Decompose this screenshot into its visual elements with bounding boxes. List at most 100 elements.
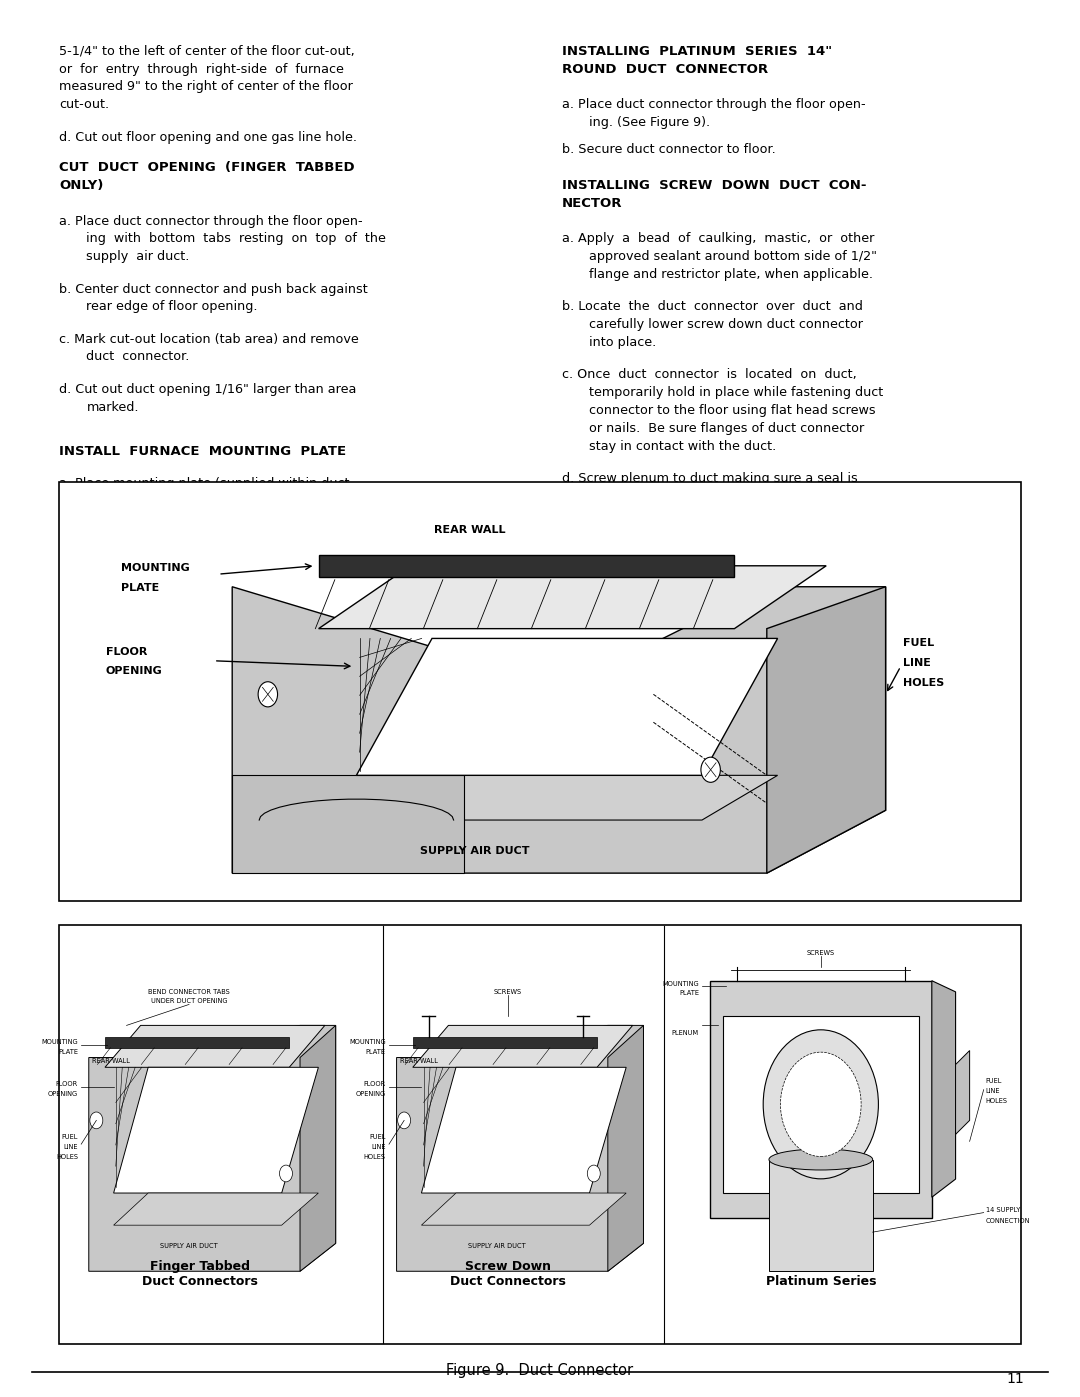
Polygon shape: [232, 775, 464, 873]
Text: connector) at rear of the floor opening (See: connector) at rear of the floor opening …: [86, 496, 366, 509]
Text: Figure 9).: Figure 9).: [86, 513, 147, 527]
Text: SUPPLY AIR DUCT: SUPPLY AIR DUCT: [420, 847, 530, 856]
Text: d. Cut out duct opening 1/16" larger than area: d. Cut out duct opening 1/16" larger tha…: [59, 383, 356, 395]
Polygon shape: [421, 1067, 626, 1193]
Text: ing  with  bottom  tabs  resting  on  top  of  the: ing with bottom tabs resting on top of t…: [86, 232, 387, 246]
Text: Finger Tabbed
Duct Connectors: Finger Tabbed Duct Connectors: [141, 1260, 258, 1288]
Text: PLATE: PLATE: [679, 990, 699, 996]
Bar: [59, 482, 1021, 901]
Text: LINE: LINE: [372, 1144, 386, 1150]
Text: PLATE: PLATE: [366, 1049, 386, 1055]
Text: OPENING: OPENING: [355, 1091, 386, 1097]
Text: d. Cut out floor opening and one gas line hole.: d. Cut out floor opening and one gas lin…: [59, 130, 357, 144]
Text: stay in contact with the duct.: stay in contact with the duct.: [589, 440, 775, 453]
Text: REAR WALL: REAR WALL: [434, 525, 505, 535]
Text: FUEL: FUEL: [369, 1134, 386, 1140]
Text: Figure 9.  Duct Connector: Figure 9. Duct Connector: [446, 1363, 634, 1379]
Text: PLATE: PLATE: [121, 583, 159, 592]
Polygon shape: [319, 555, 734, 577]
Text: HOLES: HOLES: [364, 1154, 386, 1160]
Text: supply  air duct.: supply air duct.: [86, 250, 190, 264]
Text: b. Center duct connector and push back against: b. Center duct connector and push back a…: [59, 282, 368, 296]
Polygon shape: [396, 1025, 644, 1271]
Circle shape: [701, 757, 720, 782]
Text: SCREWS: SCREWS: [494, 989, 522, 995]
Text: ONLY): ONLY): [59, 179, 104, 191]
Polygon shape: [956, 1051, 970, 1134]
Text: or  for  entry  through  right-side  of  furnace: or for entry through right-side of furna…: [59, 63, 345, 75]
Bar: [723, 1016, 919, 1193]
Text: REAR WALL: REAR WALL: [92, 1058, 130, 1063]
Circle shape: [397, 1112, 410, 1129]
Polygon shape: [356, 775, 778, 820]
Text: or nails.  Be sure flanges of duct connector: or nails. Be sure flanges of duct connec…: [589, 422, 864, 434]
Text: ing. (See Figure 9).: ing. (See Figure 9).: [589, 116, 710, 130]
Circle shape: [588, 1165, 600, 1182]
Text: SUPPLY AIR DUCT: SUPPLY AIR DUCT: [468, 1243, 526, 1249]
Text: LINE: LINE: [64, 1144, 78, 1150]
Text: PLENUM: PLENUM: [672, 1030, 699, 1035]
Polygon shape: [105, 1037, 289, 1048]
Text: c. Once  duct  connector  is  located  on  duct,: c. Once duct connector is located on duc…: [562, 369, 856, 381]
Polygon shape: [232, 587, 886, 873]
Text: carefully lower screw down duct connector: carefully lower screw down duct connecto…: [589, 319, 863, 331]
Text: MOUNTING: MOUNTING: [662, 981, 699, 986]
Text: marked.: marked.: [86, 401, 139, 414]
Text: a. Apply  a  bead  of  caulking,  mastic,  or  other: a. Apply a bead of caulking, mastic, or …: [562, 232, 874, 246]
Polygon shape: [421, 1193, 626, 1225]
Text: CONNECTION: CONNECTION: [986, 1218, 1030, 1224]
Text: b. Secure duct connector to floor.: b. Secure duct connector to floor.: [562, 142, 775, 156]
Text: PLATE: PLATE: [58, 1049, 78, 1055]
Text: FUEL: FUEL: [903, 638, 934, 648]
Text: INSTALL  FURNACE  MOUNTING  PLATE: INSTALL FURNACE MOUNTING PLATE: [59, 446, 347, 458]
Text: into place.: into place.: [589, 337, 656, 349]
Text: INSTALLING  PLATINUM  SERIES  14": INSTALLING PLATINUM SERIES 14": [562, 45, 832, 57]
Polygon shape: [413, 1037, 597, 1048]
Text: BEND CONNECTOR TABS: BEND CONNECTOR TABS: [148, 989, 230, 995]
Text: measured 9" to the right of center of the floor: measured 9" to the right of center of th…: [59, 81, 353, 94]
Text: made between the duct and the duct con-: made between the duct and the duct con-: [589, 490, 859, 503]
Text: HOLES: HOLES: [986, 1098, 1008, 1104]
Circle shape: [781, 1052, 861, 1157]
Text: MOUNTING: MOUNTING: [121, 563, 190, 573]
Text: c. Mark cut-out location (tab area) and remove: c. Mark cut-out location (tab area) and …: [59, 332, 360, 345]
Text: a. Place duct connector through the floor open-: a. Place duct connector through the floo…: [562, 98, 865, 112]
Text: UNDER DUCT OPENING: UNDER DUCT OPENING: [151, 999, 227, 1004]
Text: b. Locate  the  duct  connector  over  duct  and: b. Locate the duct connector over duct a…: [562, 300, 863, 313]
Text: FUEL: FUEL: [986, 1078, 1002, 1084]
Text: ROUND  DUCT  CONNECTOR: ROUND DUCT CONNECTOR: [562, 63, 768, 75]
Circle shape: [280, 1165, 293, 1182]
Text: 5-1/4" to the left of center of the floor cut-out,: 5-1/4" to the left of center of the floo…: [59, 45, 355, 57]
Polygon shape: [608, 1025, 644, 1271]
Text: duct  connector.: duct connector.: [86, 351, 190, 363]
Polygon shape: [413, 1025, 633, 1067]
Bar: [59, 925, 1021, 1344]
Polygon shape: [300, 1025, 336, 1271]
Bar: [710, 981, 932, 1218]
Text: FLOOR: FLOOR: [56, 1081, 78, 1087]
Ellipse shape: [769, 1148, 873, 1171]
Circle shape: [90, 1112, 103, 1129]
Text: d. Screw plenum to duct making sure a seal is: d. Screw plenum to duct making sure a se…: [562, 472, 858, 485]
Text: HOLES: HOLES: [56, 1154, 78, 1160]
Text: FLOOR: FLOOR: [106, 647, 147, 657]
Polygon shape: [89, 1025, 336, 1271]
Text: HOLES: HOLES: [903, 678, 944, 687]
Polygon shape: [319, 566, 826, 629]
Text: REAR WALL: REAR WALL: [400, 1058, 437, 1063]
Text: flange and restrictor plate, when applicable.: flange and restrictor plate, when applic…: [589, 268, 873, 281]
Text: 11: 11: [1007, 1372, 1024, 1386]
Text: CUT  DUCT  OPENING  (FINGER  TABBED: CUT DUCT OPENING (FINGER TABBED: [59, 161, 355, 175]
Text: INSTALLING  SCREW  DOWN  DUCT  CON-: INSTALLING SCREW DOWN DUCT CON-: [562, 179, 866, 191]
Text: OPENING: OPENING: [106, 666, 163, 676]
Text: MOUNTING: MOUNTING: [349, 1039, 386, 1045]
Circle shape: [764, 1030, 878, 1179]
Text: Platinum Series: Platinum Series: [766, 1275, 876, 1288]
Text: NECTOR: NECTOR: [562, 197, 622, 210]
Text: connector to the floor using flat head screws: connector to the floor using flat head s…: [589, 404, 875, 418]
Text: cut-out.: cut-out.: [59, 98, 109, 112]
Text: approved sealant around bottom side of 1/2": approved sealant around bottom side of 1…: [589, 250, 877, 264]
Text: SCREWS: SCREWS: [807, 950, 835, 956]
Polygon shape: [113, 1067, 319, 1193]
Text: SUPPLY AIR DUCT: SUPPLY AIR DUCT: [160, 1243, 218, 1249]
